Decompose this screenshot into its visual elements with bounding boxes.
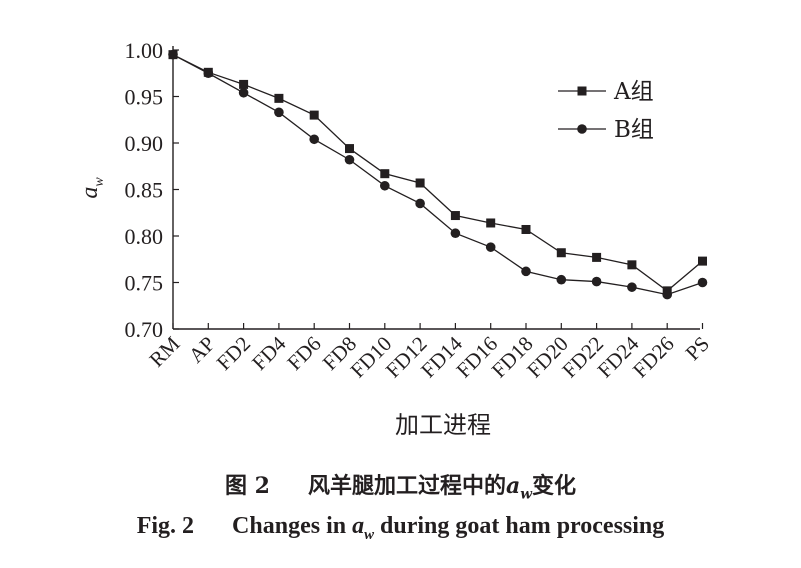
- data-point-circle: [627, 282, 637, 292]
- data-point-square: [309, 110, 319, 120]
- data-point-circle: [238, 87, 249, 98]
- caption-en-aw-main: a: [352, 513, 365, 539]
- data-point-circle: [521, 266, 531, 277]
- x-tick-label: FD4: [247, 331, 291, 375]
- data-point-circle: [309, 134, 320, 145]
- data-point-square: [556, 248, 566, 258]
- figure-caption-en: Fig. 2 Changes in aw during goat ham proc…: [0, 513, 801, 544]
- data-point-circle: [380, 180, 390, 191]
- caption-en-label: Fig. 2: [136, 513, 195, 539]
- y-axis-title: aw: [77, 177, 107, 199]
- data-point-circle: [344, 154, 355, 165]
- data-point-square: [521, 224, 531, 234]
- legend: A组 B组: [558, 79, 654, 143]
- caption-cn-aw-sub: w: [520, 486, 532, 503]
- data-point-square: [345, 144, 354, 154]
- caption-en-aw: aw: [352, 513, 374, 543]
- data-point-circle: [450, 228, 461, 239]
- data-point-square: [380, 169, 390, 179]
- y-tick-label: 0.85: [125, 178, 164, 203]
- caption-cn-label: 图 2: [225, 473, 270, 499]
- x-tick-label: FD2: [212, 332, 255, 375]
- x-tick-label: PS: [681, 332, 714, 365]
- y-tick-label: 0.80: [125, 224, 164, 249]
- data-point-square: [415, 178, 425, 188]
- figure-caption-cn: 图 2 风羊腿加工过程中的aw变化: [0, 468, 801, 502]
- y-tick-label: 0.90: [125, 131, 164, 156]
- axes: [172, 46, 700, 330]
- series-line-2: [172, 54, 703, 296]
- data-point-circle: [168, 49, 178, 60]
- y-axis-title-sub: w: [92, 177, 107, 187]
- series-line-1: [172, 54, 703, 292]
- data-point-circle: [274, 107, 284, 118]
- data-point-circle: [662, 289, 672, 300]
- data-point-circle: [591, 276, 602, 287]
- data-point-square: [698, 256, 707, 266]
- x-tick-label: FD6: [282, 332, 325, 375]
- caption-en-aw-sub: w: [364, 526, 375, 543]
- caption-cn-text-pre: 风羊腿加工过程中的: [307, 473, 506, 499]
- x-axis-title: 加工进程: [395, 411, 491, 439]
- data-point-square: [592, 252, 602, 262]
- data-point-circle: [556, 274, 567, 285]
- legend-label: B组: [614, 117, 654, 143]
- data-point-square: [627, 260, 637, 270]
- data-point-square: [450, 211, 460, 221]
- data-point-circle: [485, 242, 496, 252]
- x-tick-label: FD26: [628, 332, 679, 383]
- data-point-square: [274, 93, 284, 103]
- y-tick-label: 0.95: [125, 85, 164, 110]
- caption-en-text-post: during goat ham processing: [374, 513, 665, 539]
- caption-en-text-pre: Changes in: [232, 513, 353, 539]
- y-tick-label: 1.00: [125, 38, 164, 63]
- data-point-circle: [203, 68, 214, 79]
- series-layer: [168, 49, 708, 300]
- caption-cn-aw-main: a: [505, 473, 521, 499]
- data-point-square: [239, 79, 249, 89]
- data-point-circle: [415, 198, 425, 209]
- x-tick-label: AP: [184, 332, 220, 368]
- caption-cn-text-post: 变化: [531, 473, 576, 499]
- legend-marker-square: [577, 86, 587, 96]
- legend-label: A组: [613, 79, 654, 105]
- y-tick-label: 0.75: [125, 271, 164, 296]
- caption-cn-aw: aw: [505, 473, 532, 503]
- y-axis-title-main: a: [77, 187, 103, 199]
- data-point-circle: [697, 277, 708, 288]
- y-tick-label: 0.70: [125, 317, 164, 342]
- legend-marker-circle: [577, 124, 587, 134]
- data-point-square: [486, 218, 496, 228]
